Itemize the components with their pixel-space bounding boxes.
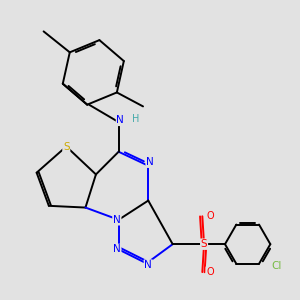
Text: N: N	[146, 157, 154, 167]
Text: H: H	[132, 114, 139, 124]
Text: N: N	[144, 260, 152, 270]
Text: N: N	[113, 215, 121, 225]
Text: S: S	[63, 142, 70, 152]
Text: O: O	[206, 267, 214, 277]
Text: N: N	[116, 115, 124, 125]
Text: Cl: Cl	[271, 261, 282, 271]
Text: N: N	[113, 244, 121, 254]
Text: S: S	[201, 239, 207, 249]
Text: O: O	[206, 211, 214, 221]
